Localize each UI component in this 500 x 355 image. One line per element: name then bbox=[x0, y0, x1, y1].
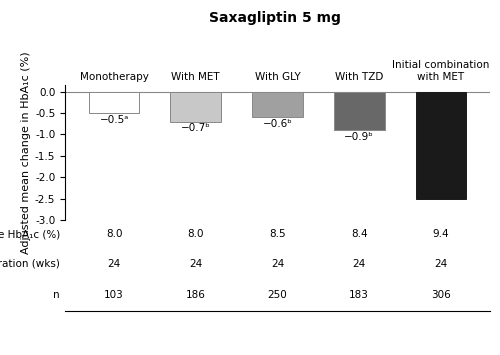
Text: 24: 24 bbox=[434, 260, 448, 269]
Text: 8.0: 8.0 bbox=[188, 229, 204, 239]
Bar bbox=[170, 92, 221, 122]
Text: 183: 183 bbox=[350, 290, 369, 300]
Y-axis label: Adjusted mean change in HbA₁c (%): Adjusted mean change in HbA₁c (%) bbox=[20, 51, 30, 254]
Text: Initial combination
with MET: Initial combination with MET bbox=[392, 60, 490, 82]
Text: −0.6ᵇ: −0.6ᵇ bbox=[262, 119, 292, 129]
Bar bbox=[416, 92, 467, 199]
Text: 9.4: 9.4 bbox=[432, 229, 450, 239]
Text: −0.9ᵇ: −0.9ᵇ bbox=[344, 132, 374, 142]
Text: −0.5ᵃ: −0.5ᵃ bbox=[100, 115, 128, 125]
Text: 103: 103 bbox=[104, 290, 124, 300]
Text: Baseline HbA₁c (%): Baseline HbA₁c (%) bbox=[0, 229, 60, 239]
Text: −2.5ᵇ: −2.5ᵇ bbox=[426, 201, 456, 211]
Text: 8.5: 8.5 bbox=[269, 229, 286, 239]
Text: 306: 306 bbox=[431, 290, 451, 300]
Bar bbox=[252, 92, 303, 117]
Text: Saxagliptin 5 mg: Saxagliptin 5 mg bbox=[209, 11, 341, 24]
Text: Study duration (wks): Study duration (wks) bbox=[0, 260, 60, 269]
Text: Monotherapy: Monotherapy bbox=[80, 72, 148, 82]
Text: −0.7ᵇ: −0.7ᵇ bbox=[181, 123, 210, 133]
Text: With GLY: With GLY bbox=[254, 72, 300, 82]
Text: With TZD: With TZD bbox=[335, 72, 384, 82]
Text: n: n bbox=[54, 290, 60, 300]
Text: With MET: With MET bbox=[172, 72, 220, 82]
Text: 24: 24 bbox=[271, 260, 284, 269]
Bar bbox=[88, 92, 140, 113]
Text: 24: 24 bbox=[352, 260, 366, 269]
Text: 24: 24 bbox=[108, 260, 120, 269]
Text: 250: 250 bbox=[268, 290, 287, 300]
Bar bbox=[334, 92, 384, 130]
Text: 8.4: 8.4 bbox=[351, 229, 368, 239]
Text: 24: 24 bbox=[189, 260, 202, 269]
Text: 8.0: 8.0 bbox=[106, 229, 122, 239]
Text: 186: 186 bbox=[186, 290, 206, 300]
